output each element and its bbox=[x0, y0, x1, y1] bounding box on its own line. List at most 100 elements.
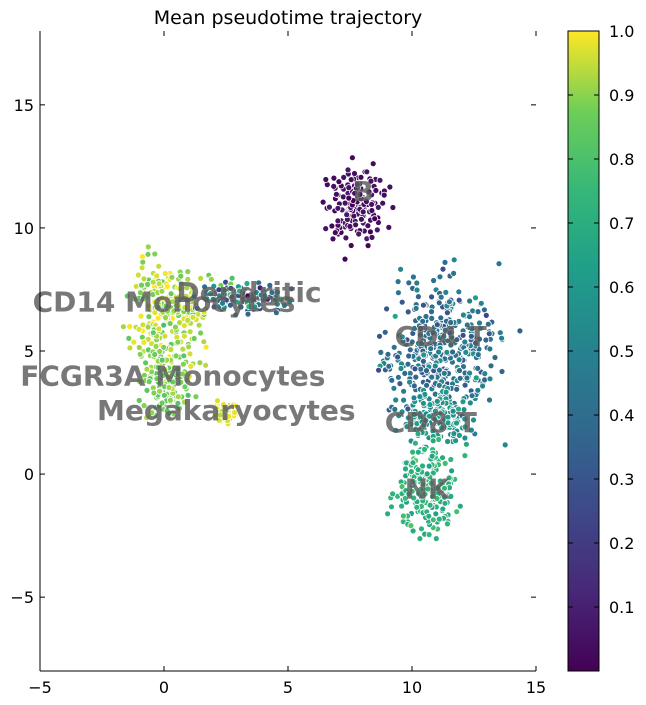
data-point bbox=[461, 434, 469, 442]
data-point bbox=[422, 417, 430, 424]
data-point bbox=[447, 319, 455, 326]
data-point bbox=[200, 338, 208, 346]
data-point bbox=[461, 381, 469, 389]
cluster-label: NK bbox=[405, 473, 451, 506]
data-point bbox=[156, 387, 164, 395]
data-point bbox=[154, 314, 162, 322]
data-point bbox=[364, 242, 372, 250]
data-point bbox=[184, 316, 192, 324]
data-point bbox=[256, 284, 264, 292]
data-point bbox=[414, 466, 422, 474]
data-point bbox=[449, 348, 457, 356]
data-point bbox=[151, 351, 159, 358]
data-point bbox=[174, 399, 182, 407]
data-point bbox=[181, 383, 189, 391]
data-point bbox=[455, 431, 463, 439]
y-tick-label: −5 bbox=[10, 588, 34, 607]
data-point bbox=[376, 176, 384, 184]
data-point bbox=[441, 258, 449, 266]
data-point bbox=[226, 301, 234, 309]
x-tick-label: 5 bbox=[283, 678, 293, 697]
data-point bbox=[426, 401, 434, 409]
data-point bbox=[421, 490, 429, 498]
data-point bbox=[463, 374, 471, 382]
data-point bbox=[480, 306, 488, 314]
data-point bbox=[476, 319, 483, 327]
data-point bbox=[456, 502, 464, 510]
data-point bbox=[409, 459, 417, 467]
data-point bbox=[342, 234, 350, 242]
data-point bbox=[495, 260, 503, 268]
data-point bbox=[348, 154, 356, 162]
data-point bbox=[474, 386, 482, 394]
data-point bbox=[126, 344, 134, 352]
data-point bbox=[429, 516, 437, 524]
data-point bbox=[151, 250, 159, 258]
data-point bbox=[462, 440, 470, 448]
colorbar-tick-label: 0.4 bbox=[609, 406, 634, 425]
data-point bbox=[363, 168, 371, 176]
data-point bbox=[498, 368, 506, 375]
data-point bbox=[481, 376, 489, 384]
data-point bbox=[491, 354, 499, 361]
data-point bbox=[328, 222, 336, 230]
data-point bbox=[140, 402, 148, 410]
data-point bbox=[346, 222, 354, 230]
data-point bbox=[404, 360, 412, 368]
data-point bbox=[405, 279, 413, 287]
data-point bbox=[160, 343, 168, 351]
data-point bbox=[455, 356, 463, 364]
data-point bbox=[484, 320, 492, 328]
data-point bbox=[414, 448, 422, 456]
data-point bbox=[413, 279, 421, 287]
data-point bbox=[417, 339, 425, 347]
data-point bbox=[384, 350, 392, 358]
data-point bbox=[332, 190, 340, 198]
data-point bbox=[402, 465, 409, 473]
data-point bbox=[277, 295, 285, 303]
axes: −5 0 5 10 15 −5 0 5 10 15 bbox=[10, 31, 546, 697]
data-point bbox=[233, 298, 241, 306]
data-point bbox=[429, 329, 437, 337]
data-point bbox=[416, 393, 424, 401]
data-point bbox=[179, 370, 187, 378]
data-point bbox=[439, 454, 446, 462]
data-point bbox=[450, 269, 458, 277]
data-point bbox=[347, 242, 355, 249]
data-point bbox=[136, 378, 144, 386]
data-point bbox=[210, 303, 218, 311]
data-point bbox=[435, 381, 443, 389]
data-point bbox=[455, 288, 463, 296]
data-point bbox=[356, 191, 364, 198]
data-point bbox=[430, 277, 438, 284]
data-point bbox=[368, 233, 376, 241]
data-point bbox=[177, 280, 185, 288]
data-point bbox=[219, 299, 226, 307]
data-point bbox=[181, 398, 188, 406]
data-point bbox=[390, 343, 398, 351]
data-point bbox=[228, 274, 236, 282]
data-point bbox=[429, 437, 437, 445]
data-point bbox=[160, 321, 168, 329]
data-point bbox=[419, 301, 427, 309]
data-point bbox=[222, 405, 230, 412]
data-point bbox=[467, 426, 475, 434]
data-point bbox=[143, 414, 151, 422]
cluster-label: CD8 T bbox=[385, 406, 477, 439]
data-point bbox=[130, 295, 138, 303]
data-point bbox=[231, 409, 239, 416]
data-point bbox=[159, 371, 167, 379]
data-point bbox=[237, 303, 245, 311]
data-point bbox=[185, 343, 193, 351]
data-point bbox=[180, 332, 188, 340]
colorbar-tick-label: 0.7 bbox=[609, 214, 634, 233]
data-point bbox=[399, 512, 407, 520]
data-point bbox=[243, 280, 251, 287]
data-point bbox=[421, 445, 428, 453]
data-point bbox=[355, 230, 363, 238]
data-point bbox=[482, 336, 490, 344]
data-point bbox=[372, 187, 380, 194]
data-point bbox=[341, 255, 349, 263]
data-point bbox=[443, 309, 451, 317]
